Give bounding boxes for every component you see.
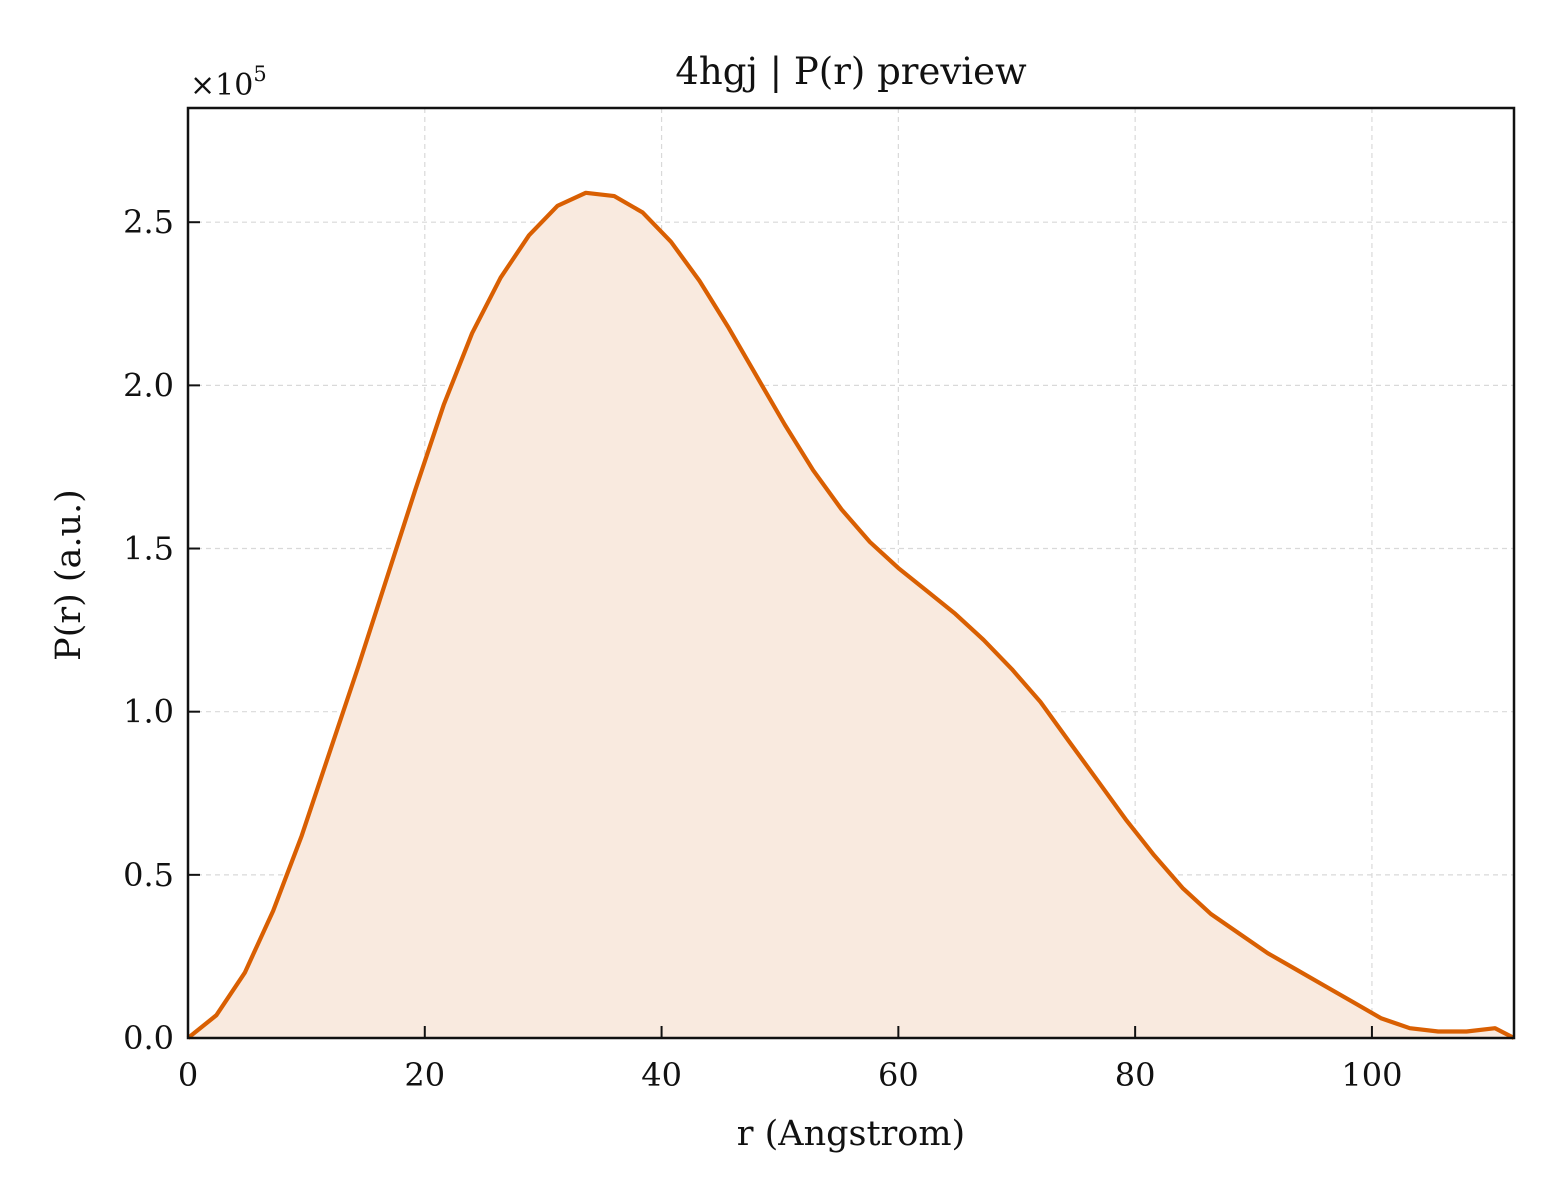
y-tick-label: 0.0 xyxy=(123,1019,174,1057)
y-axis-multiplier-exponent: 5 xyxy=(253,62,266,86)
chart-title: 4hgj | P(r) preview xyxy=(675,50,1027,93)
x-tick-label: 40 xyxy=(641,1056,682,1094)
x-tick-label: 20 xyxy=(404,1056,445,1094)
axis-ticks: 0 20 40 60 80 100 0.0 0.5 1.0 1.5 2.0 2.5 xyxy=(123,203,1402,1094)
y-tick-label: 0.5 xyxy=(123,856,174,894)
x-axis-label: r (Angstrom) xyxy=(737,1114,965,1154)
y-axis-multiplier-base: ×10 xyxy=(190,68,253,103)
y-tick-label: 2.5 xyxy=(123,203,174,241)
x-tick-label: 0 xyxy=(178,1056,198,1094)
y-axis-multiplier: ×105 xyxy=(190,62,267,103)
y-tick-label: 1.5 xyxy=(123,530,174,568)
y-tick-label: 1.0 xyxy=(123,693,174,731)
plot-frame xyxy=(186,106,1516,1040)
area-fill xyxy=(188,192,1514,1039)
x-tick-label: 80 xyxy=(1115,1056,1156,1094)
series-line xyxy=(186,190,1515,1040)
x-tick-label: 60 xyxy=(878,1056,919,1094)
y-axis-label: P(r) (a.u.) xyxy=(49,489,89,661)
y-tick-label: 2.0 xyxy=(123,366,174,404)
x-tick-label: 100 xyxy=(1341,1056,1402,1094)
